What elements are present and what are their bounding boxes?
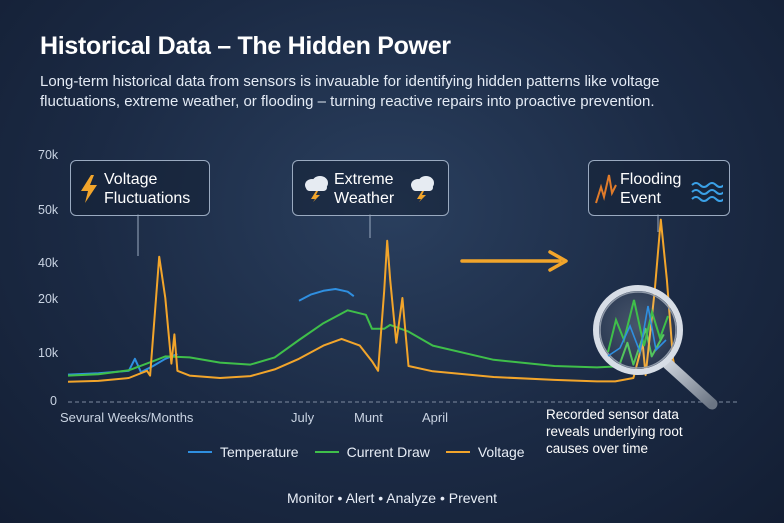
- footer-tagline: Monitor • Alert • Analyze • Prevent: [286, 490, 498, 506]
- flood-callout-label-2: Event: [620, 190, 661, 207]
- x-tick-label: Sevural Weeks/Months: [60, 410, 194, 425]
- legend-swatch: [314, 451, 339, 453]
- legend-entry-temperature: Temperature: [188, 444, 299, 460]
- annotation-line: Recorded sensor data: [546, 407, 679, 422]
- series-line-voltage: [67, 218, 677, 383]
- series-layer: [67, 218, 677, 383]
- y-tick-label: 50k: [38, 203, 59, 217]
- storm-cloud-icon: [411, 176, 434, 202]
- x-tick-label: July: [291, 410, 315, 425]
- series-line-temperature: [298, 288, 355, 302]
- x-tick-label: April: [422, 410, 449, 425]
- legend-label: Voltage: [477, 444, 525, 460]
- legend-entry-current-draw: Current Draw: [314, 444, 430, 460]
- chart-legend: Temperature Current Draw Voltage: [188, 444, 525, 460]
- weather-callout-label-1: Extreme: [334, 171, 394, 188]
- legend-swatch: [445, 451, 470, 453]
- y-tick-label: 0: [50, 394, 57, 408]
- flooding-event-callout: Flooding Event: [588, 160, 730, 216]
- lightning-bolt-icon: [81, 175, 97, 203]
- weather-callout-label-2: Weather: [334, 190, 395, 207]
- extreme-weather-callout: Extreme Weather: [292, 160, 449, 216]
- y-tick-label: 10k: [38, 346, 59, 360]
- sensor-data-annotation: Recorded sensor data reveals underlying …: [546, 406, 746, 457]
- legend-entry-voltage: Voltage: [445, 444, 525, 460]
- spike-graph-icon: [595, 174, 617, 204]
- series-line-current-draw: [67, 309, 665, 377]
- y-tick-label: 40k: [38, 256, 59, 270]
- trend-arrow: [460, 250, 568, 272]
- storm-cloud-icon: [305, 176, 328, 202]
- legend-label: Temperature: [220, 444, 299, 460]
- y-tick-label: 70k: [38, 148, 59, 162]
- page-subtitle: Long-term historical data from sensors i…: [40, 73, 660, 110]
- legend-label: Current Draw: [346, 444, 430, 460]
- voltage-callout-label-2: Fluctuations: [104, 190, 191, 207]
- flood-callout-label-1: Flooding: [620, 171, 682, 188]
- voltage-callout-label-1: Voltage: [104, 171, 158, 188]
- y-tick-label: 20k: [38, 292, 59, 306]
- page-title: Historical Data – The Hidden Power: [40, 32, 451, 60]
- x-tick-label: Munt: [354, 410, 383, 425]
- voltage-fluctuations-callout: Voltage Fluctuations: [70, 160, 210, 216]
- magnifying-glass-icon: [593, 285, 718, 410]
- annotation-line: causes over time: [546, 441, 649, 456]
- annotation-line: reveals underlying root: [546, 424, 683, 439]
- water-waves-icon: [691, 182, 723, 202]
- legend-swatch: [188, 451, 212, 453]
